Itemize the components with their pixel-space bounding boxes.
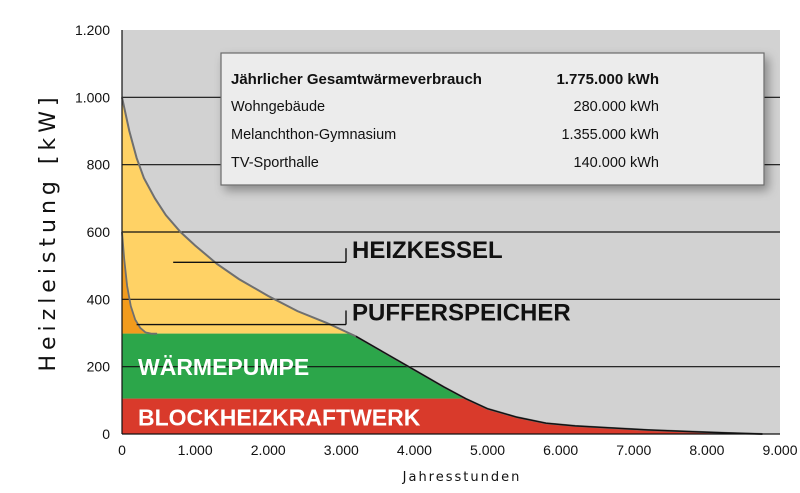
x-tick-label: 2.000	[251, 442, 286, 458]
table-row-label: TV-Sporthalle	[231, 155, 319, 171]
y-tick-label: 200	[87, 359, 111, 375]
area-heizkessel	[122, 97, 351, 334]
table-row-value: 1.355.000 kWh	[561, 127, 659, 143]
band-label-waermepumpe: WÄRMEPUMPE	[138, 354, 309, 380]
table-row-label: Wohngebäude	[231, 99, 325, 115]
table-total: 1.775.000 kWh	[556, 71, 659, 88]
x-tick-label: 4.000	[397, 442, 432, 458]
curves-layer	[121, 97, 763, 435]
x-tick-labels: 0 1.000 2.000 3.000 4.000 5.000 6.000 7.000 8.00…	[118, 442, 798, 458]
consumption-table-box	[220, 52, 765, 186]
y-tick-labels: 0 200 400 600 800 1.000 1.200	[75, 22, 110, 442]
y-tick-label: 0	[102, 426, 110, 442]
x-tick-label: 0	[118, 442, 126, 458]
callout-label: PUFFERSPEICHER	[352, 299, 571, 326]
x-tick-label: 1.000	[178, 442, 213, 458]
consumption-table: Jährlicher Gesamtwärmeverbrauch 1.775.00…	[220, 52, 765, 186]
x-tick-label: 8.000	[689, 442, 724, 458]
band-label-blockheizkraftwerk: BLOCKHEIZKRAFTWERK	[138, 404, 421, 430]
base-load-curve-line	[355, 335, 763, 435]
table-title: Jährlicher Gesamtwärmeverbrauch	[231, 71, 482, 88]
y-tick-label: 600	[87, 224, 111, 240]
band-labels: BLOCKHEIZKRAFTWERK WÄRMEPUMPE	[138, 354, 421, 430]
y-axis-label: Heizleistung [kW]	[36, 92, 61, 371]
x-tick-label: 6.000	[543, 442, 578, 458]
callouts: HEIZKESSEL PUFFERSPEICHER	[136, 237, 571, 326]
x-tick-label: 3.000	[324, 442, 359, 458]
table-row-value: 140.000 kWh	[574, 155, 659, 171]
y-tick-label: 800	[87, 157, 111, 173]
callout-label: HEIZKESSEL	[352, 237, 503, 264]
y-tick-label: 1.000	[75, 89, 110, 105]
x-tick-label: 9.000	[762, 442, 797, 458]
y-tick-label: 400	[87, 291, 111, 307]
x-axis-label: Jahresstunden	[402, 470, 522, 485]
y-tick-label: 1.200	[75, 22, 110, 38]
table-row-value: 280.000 kWh	[574, 99, 659, 115]
x-tick-label: 7.000	[616, 442, 651, 458]
area-blockheizkraftwerk	[122, 398, 763, 434]
pufferspeicher-curve-line	[121, 231, 158, 335]
x-tick-label: 5.000	[470, 442, 505, 458]
table-row-label: Melanchthon-Gymnasium	[231, 127, 396, 143]
